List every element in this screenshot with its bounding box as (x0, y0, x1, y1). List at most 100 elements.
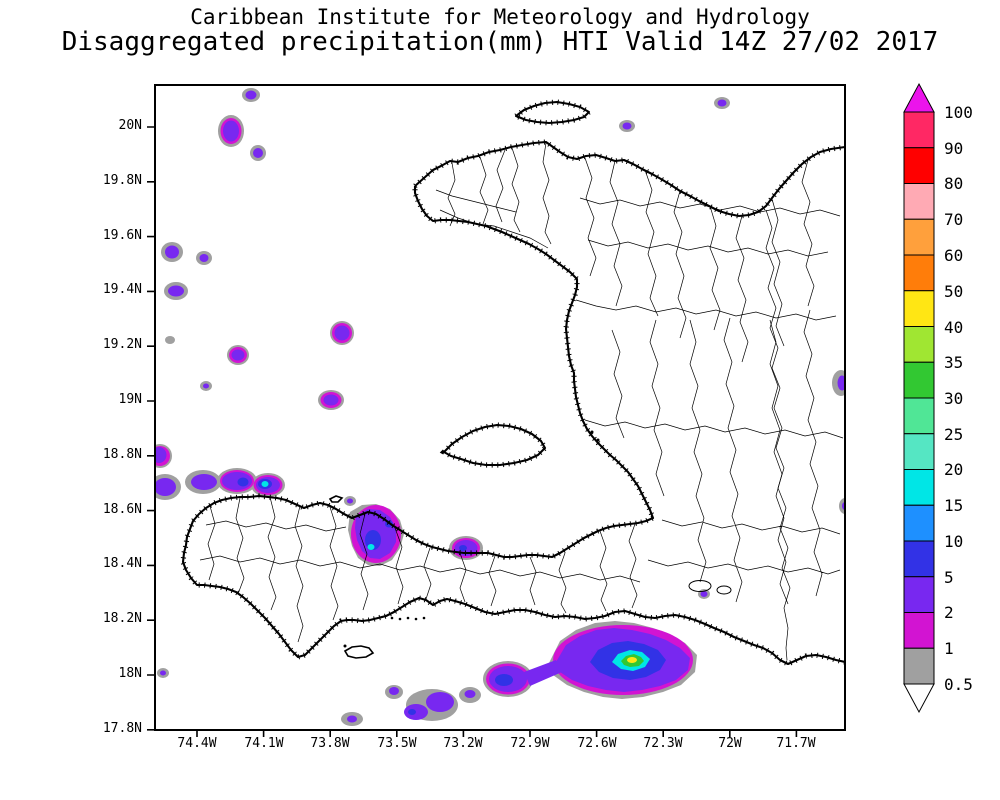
colorbar-label: 70 (944, 210, 964, 229)
precip-shade-purple (524, 660, 562, 686)
x-axis-ticks (196, 730, 798, 737)
tortue-island (514, 100, 591, 125)
y-axis-label: 18.8N (102, 447, 142, 462)
y-axis-label: 17.8N (102, 721, 142, 736)
colorbar-label: 25 (944, 425, 964, 444)
islet-dot (422, 616, 426, 620)
colorbar-label: 15 (944, 496, 964, 515)
precip-shade-purple (203, 383, 209, 389)
islet-dot (343, 644, 347, 648)
islet-dot (398, 617, 402, 621)
colorbar-segment (903, 254, 935, 292)
y-axis-label: 18N (118, 666, 142, 681)
watershed-lines-north (575, 157, 841, 363)
map-title: Disaggregated precipitation(mm) HTI Vali… (61, 27, 939, 57)
border-line (765, 209, 791, 661)
y-axis-label: 18.6N (102, 502, 142, 517)
colorbar (903, 82, 935, 714)
x-axis-label: 72.3W (643, 736, 683, 751)
x-axis-label: 71.7W (776, 736, 816, 751)
colorbar-segment (903, 218, 935, 256)
colorbar-segment (903, 147, 935, 184)
y-axis-label: 18.2N (102, 611, 142, 626)
islet-dot (590, 430, 594, 434)
colorbar-arrow-up (903, 82, 935, 113)
precip-shade-cyan (367, 544, 375, 550)
precip-shade-blue (459, 545, 467, 551)
precip-shade-purple (622, 122, 632, 130)
islet-dots (343, 430, 600, 648)
colorbar-label: 10 (944, 532, 964, 551)
y-axis-label: 19.4N (102, 282, 142, 297)
precip-shade-purple (464, 690, 476, 698)
precip-shade-purple (199, 254, 209, 262)
precip-shade-purple (223, 120, 239, 142)
y-axis-label: 18.4N (102, 556, 142, 571)
x-axis-label: 73.5W (377, 736, 417, 751)
precip-shade-blue (237, 477, 249, 487)
colorbar-segment (903, 397, 935, 435)
colorbar-segment (903, 433, 935, 470)
colorbar-label: 30 (944, 389, 964, 408)
precip-shade-purple (160, 670, 166, 676)
y-axis-label: 19.8N (102, 173, 142, 188)
colorbar-label: 5 (944, 568, 954, 587)
cayemites-island (328, 495, 344, 503)
precip-shade-purple (334, 325, 350, 341)
x-axis-label: 74.4W (177, 736, 217, 751)
y-axis-ticks (147, 126, 155, 731)
precip-shade-yellow (627, 657, 637, 663)
colorbar-label: 100 (944, 103, 973, 122)
precip-shade-purple (389, 687, 399, 695)
colorbar-segment (903, 326, 935, 363)
x-axis-label: 73.2W (443, 736, 483, 751)
precip-shade-purple (231, 349, 245, 361)
precip-shade-purple (168, 285, 184, 297)
precip-shade-purple (700, 591, 708, 597)
islet-dot (414, 617, 418, 621)
watershed-lines-east (584, 309, 844, 605)
colorbar-segment (903, 183, 935, 220)
colorbar-label: 35 (944, 353, 964, 372)
colorbar-label: 40 (944, 318, 964, 337)
precip-shade-purple (323, 394, 339, 406)
precip-shade-blue (408, 709, 416, 715)
plot-frame (154, 84, 846, 731)
colorbar-segment (903, 504, 935, 542)
precip-shade-purple (253, 148, 263, 158)
precip-shade-purple (837, 375, 845, 391)
watershed-boundaries (199, 142, 844, 661)
x-axis-label: 72.9W (510, 736, 550, 751)
y-axis-label: 19N (118, 392, 142, 407)
colorbar-label: 2 (944, 603, 954, 622)
precip-shade-purple (155, 447, 167, 463)
y-axis-label: 20N (118, 118, 142, 133)
coastlines (183, 102, 845, 664)
colorbar-label: 80 (944, 174, 964, 193)
x-axis-label: 73.8W (310, 736, 350, 751)
precip-shade-purple (165, 245, 179, 259)
colorbar-segment (903, 612, 935, 649)
ile-a-vache (344, 645, 374, 659)
precip-shade-purple (347, 498, 353, 504)
colorbar-segment (903, 647, 935, 685)
colorbar-label: 0.5 (944, 675, 973, 694)
colorbar-segment (903, 111, 935, 149)
precip-shade-purple (347, 715, 357, 723)
precip-shade-purple (426, 692, 454, 712)
watershed-lines-peninsula (199, 496, 641, 643)
colorbar-segment (903, 469, 935, 506)
precip-shade-purple (155, 478, 176, 496)
precip-shade-purple (191, 474, 217, 490)
precip-shade-purple (717, 99, 727, 107)
precip-shade-gray (165, 336, 175, 344)
precip-shading (155, 88, 845, 726)
colorbar-arrow-down (903, 683, 935, 714)
precip-shade-purple (245, 90, 257, 100)
lake-outline (716, 585, 732, 595)
colorbar-label: 50 (944, 282, 964, 301)
y-axis-label: 19.2N (102, 337, 142, 352)
precip-shade-cyan (261, 481, 269, 487)
